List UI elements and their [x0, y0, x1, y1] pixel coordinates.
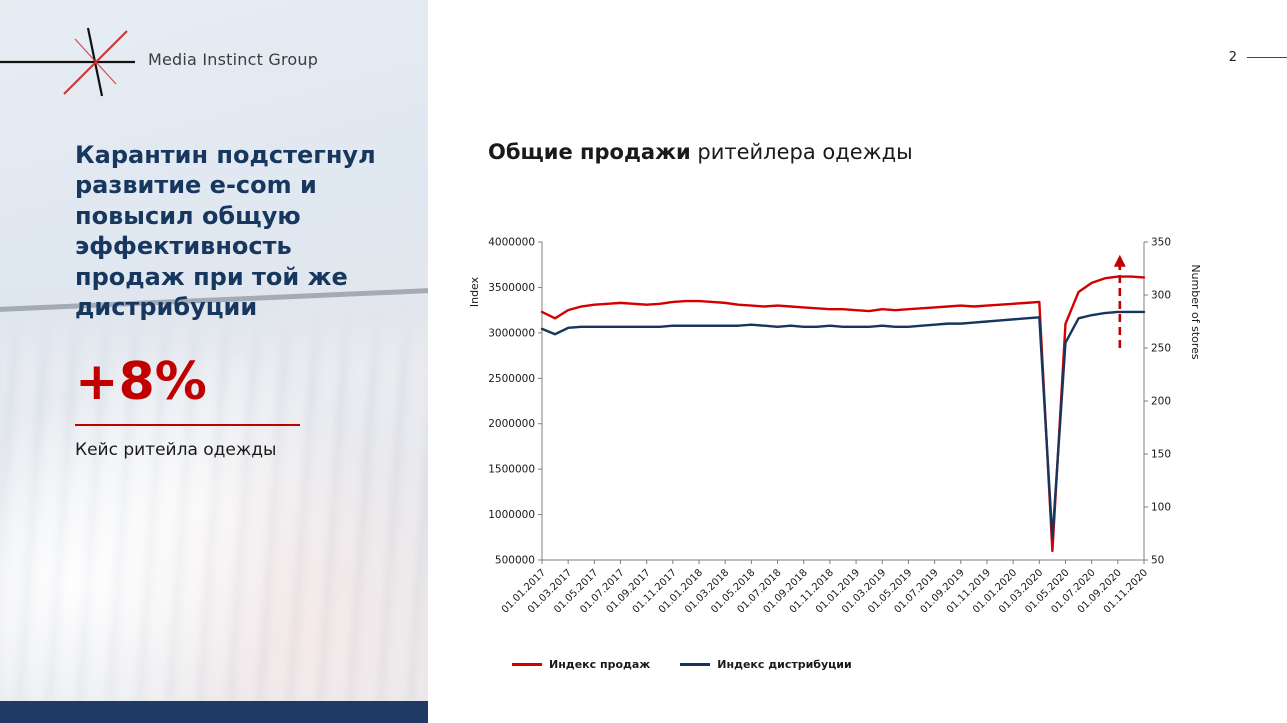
svg-text:1000000: 1000000 [488, 509, 535, 521]
page-number: 2 [1228, 50, 1237, 65]
svg-text:300: 300 [1151, 290, 1171, 302]
legend-swatch-distribution [680, 663, 711, 666]
svg-text:4000000: 4000000 [488, 237, 535, 249]
stat-caption: Кейс ритейла одежды [75, 440, 277, 460]
svg-text:350: 350 [1151, 237, 1171, 249]
legend-label-distribution: Индекс дистрибуции [717, 658, 852, 671]
sales-chart: 500000 1000000 1500000 2000000 2500000 300000… [464, 226, 1204, 672]
stat-underline [75, 424, 300, 426]
page-number-block: 2 [1229, 50, 1287, 65]
svg-text:2500000: 2500000 [488, 373, 535, 385]
svg-text:200: 200 [1151, 396, 1171, 408]
sidebar-footer-strip [0, 701, 428, 723]
sidebar-panel: Media Instinct Group Карантин подстегнул… [0, 0, 428, 723]
svg-text:2000000: 2000000 [488, 418, 535, 430]
clothes-photo [0, 271, 428, 701]
slide-headline: Карантин подстегнул развитие e-com и пов… [75, 141, 376, 322]
svg-text:250: 250 [1151, 343, 1171, 355]
svg-text:100: 100 [1151, 502, 1171, 514]
stat-value: +8% [75, 352, 207, 412]
page-number-rule [1247, 57, 1287, 58]
svg-text:150: 150 [1151, 449, 1171, 461]
svg-text:500000: 500000 [495, 555, 535, 567]
sales-chart-svg: 500000 1000000 1500000 2000000 2500000 300000… [468, 237, 1202, 616]
legend-swatch-sales [512, 663, 542, 666]
brand-asterisk-icon [0, 27, 135, 97]
legend-item-sales: Индекс продаж [512, 658, 650, 671]
chart-title-rest: ритейлера одежды [690, 140, 913, 164]
clothes-pleats [0, 311, 428, 701]
legend-item-distribution: Индекс дистрибуции [680, 658, 852, 671]
svg-text:3000000: 3000000 [488, 327, 535, 339]
svg-text:Index: Index [468, 276, 481, 307]
svg-text:Number of stores: Number of stores [1189, 264, 1202, 360]
chart-title: Общие продажи ритейлера одежды [488, 140, 913, 164]
legend-label-sales: Индекс продаж [549, 658, 651, 671]
main-content: 2 Общие продажи ритейлера одежды 500000 1… [428, 0, 1287, 723]
svg-text:3500000: 3500000 [488, 282, 535, 294]
svg-text:50: 50 [1151, 555, 1164, 567]
chart-legend: Индекс продаж Индекс дистрибуции [464, 658, 1252, 671]
svg-text:1500000: 1500000 [488, 464, 535, 476]
chart-title-bold: Общие продажи [488, 140, 691, 164]
brand-name: Media Instinct Group [148, 50, 319, 69]
